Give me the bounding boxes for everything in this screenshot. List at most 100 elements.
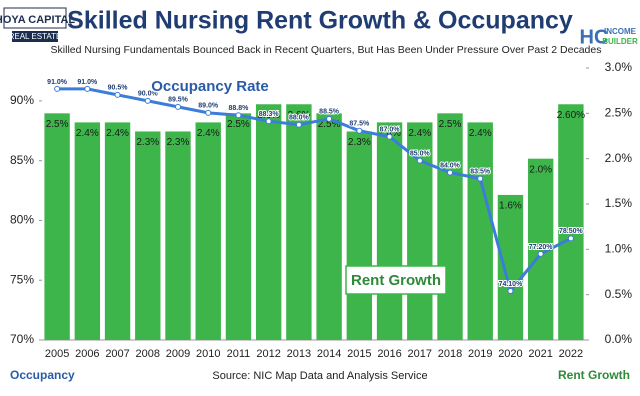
x-tick-label: 2017: [408, 348, 432, 360]
line-label: 88.5%: [319, 109, 340, 116]
bar-label: 2.4%: [408, 128, 431, 139]
y2-axis-label: Rent Growth: [558, 368, 630, 382]
line-label: 87.0%: [380, 127, 401, 134]
x-tick-label: 2022: [559, 348, 583, 360]
y-tick-label: 75%: [10, 272, 34, 286]
bar-label: 2.6%: [257, 110, 280, 121]
bar-label: 2.5%: [46, 119, 69, 130]
x-tick-label: 2011: [227, 348, 251, 360]
line-label: 90.5%: [108, 85, 129, 92]
bar: [44, 113, 70, 340]
x-tick-label: 2007: [105, 348, 129, 360]
logo-text: HOYA CAPITAL: [0, 14, 75, 26]
y2-tick-label: 1.0%: [605, 242, 633, 256]
y2-tick-label: 3.0%: [605, 60, 633, 74]
logo-text: INCOME: [604, 27, 637, 36]
x-tick-label: 2018: [438, 348, 462, 360]
bar-label: 2.60%: [557, 110, 585, 121]
x-tick-label: 2013: [287, 348, 311, 360]
x-tick-label: 2020: [498, 348, 522, 360]
bar: [376, 122, 403, 341]
bar-label: 1.6%: [499, 201, 522, 212]
bar: [74, 122, 101, 341]
bar-label: 2.5%: [439, 119, 462, 130]
y2-tick-label: 2.0%: [605, 151, 633, 165]
bar-label: 2.4%: [378, 128, 401, 139]
annotation: Occupancy Rate: [151, 78, 269, 95]
x-tick-label: 2015: [347, 348, 371, 360]
line-point: [54, 85, 61, 92]
source: Source: NIC Map Data and Analysis Servic…: [212, 370, 427, 382]
bar: [135, 131, 161, 340]
line-label: 90.0%: [138, 91, 159, 98]
bar: [255, 104, 282, 341]
chart-title: Skilled Nursing Rent Growth & Occupancy: [67, 7, 573, 35]
bar: [437, 113, 463, 340]
line-label: 84.0%: [440, 162, 461, 169]
y-tick-label: 80%: [10, 213, 34, 227]
line-label: 88.3%: [259, 111, 280, 118]
line-point: [144, 97, 151, 104]
logo-text: REAL ESTATE: [9, 32, 62, 41]
line-point: [537, 250, 544, 257]
line-point: [356, 127, 363, 134]
bar-label: 2.4%: [76, 128, 99, 139]
y-axis-label: Occupancy: [10, 368, 75, 382]
line-point: [295, 121, 302, 128]
x-tick-label: 2005: [45, 348, 69, 360]
bar-label: 2.3%: [348, 137, 371, 148]
bar: [195, 122, 221, 341]
logo-mark: HC: [580, 26, 609, 48]
y2-tick-label: 0.0%: [605, 332, 633, 346]
x-tick-label: 2012: [256, 348, 280, 360]
bar: [286, 104, 312, 341]
x-tick-label: 2008: [136, 348, 160, 360]
bar-label: 2.0%: [529, 164, 552, 175]
line-label: 89.0%: [198, 103, 219, 110]
bar: [165, 131, 191, 340]
y-tick-label: 70%: [10, 332, 34, 346]
line-label: 88.0%: [289, 115, 310, 122]
annotation: Rent Growth: [351, 272, 441, 289]
bar: [558, 104, 584, 341]
line-label: 74.10%: [499, 281, 524, 288]
line-point: [84, 85, 91, 92]
line-label: 88.8%: [229, 105, 250, 112]
bar-label: 2.3%: [167, 137, 190, 148]
bar: [467, 122, 493, 341]
line-label: 85.0%: [410, 151, 431, 158]
x-tick-label: 2021: [528, 348, 552, 360]
bar-label: 2.4%: [469, 128, 492, 139]
bar-label: 2.5%: [318, 119, 341, 130]
bar-label: 2.3%: [136, 137, 159, 148]
line-label: 83.5%: [470, 168, 491, 175]
line-label: 78.50%: [559, 228, 584, 235]
left-logo: HOYA CAPITAL REAL ESTATE: [0, 7, 75, 42]
x-tick-label: 2019: [468, 348, 492, 360]
x-tick-label: 2009: [166, 348, 190, 360]
line-point: [477, 175, 484, 182]
line-label: 91.0%: [77, 79, 98, 86]
x-tick-label: 2010: [196, 348, 220, 360]
line-point: [114, 91, 121, 98]
line-point: [235, 112, 242, 119]
line-point: [205, 109, 212, 116]
bar-label: 2.4%: [197, 128, 220, 139]
y2-tick-label: 2.5%: [605, 106, 633, 120]
y2-tick-label: 0.5%: [605, 287, 633, 301]
y2-tick-label: 1.5%: [605, 196, 633, 210]
line-label: 91.0%: [47, 79, 68, 86]
x-tick-label: 2014: [317, 348, 341, 360]
line-point: [416, 157, 423, 164]
line-point: [265, 118, 272, 125]
bar-label: 2.4%: [106, 128, 129, 139]
bar: [225, 113, 252, 340]
logo-frame: [3, 7, 67, 29]
line-label: 89.5%: [168, 97, 189, 104]
line-point: [447, 169, 453, 176]
line-label: 77.20%: [529, 244, 554, 251]
annotation-box: [345, 265, 447, 295]
line: [57, 87, 572, 295]
logo-bar: [12, 31, 58, 42]
